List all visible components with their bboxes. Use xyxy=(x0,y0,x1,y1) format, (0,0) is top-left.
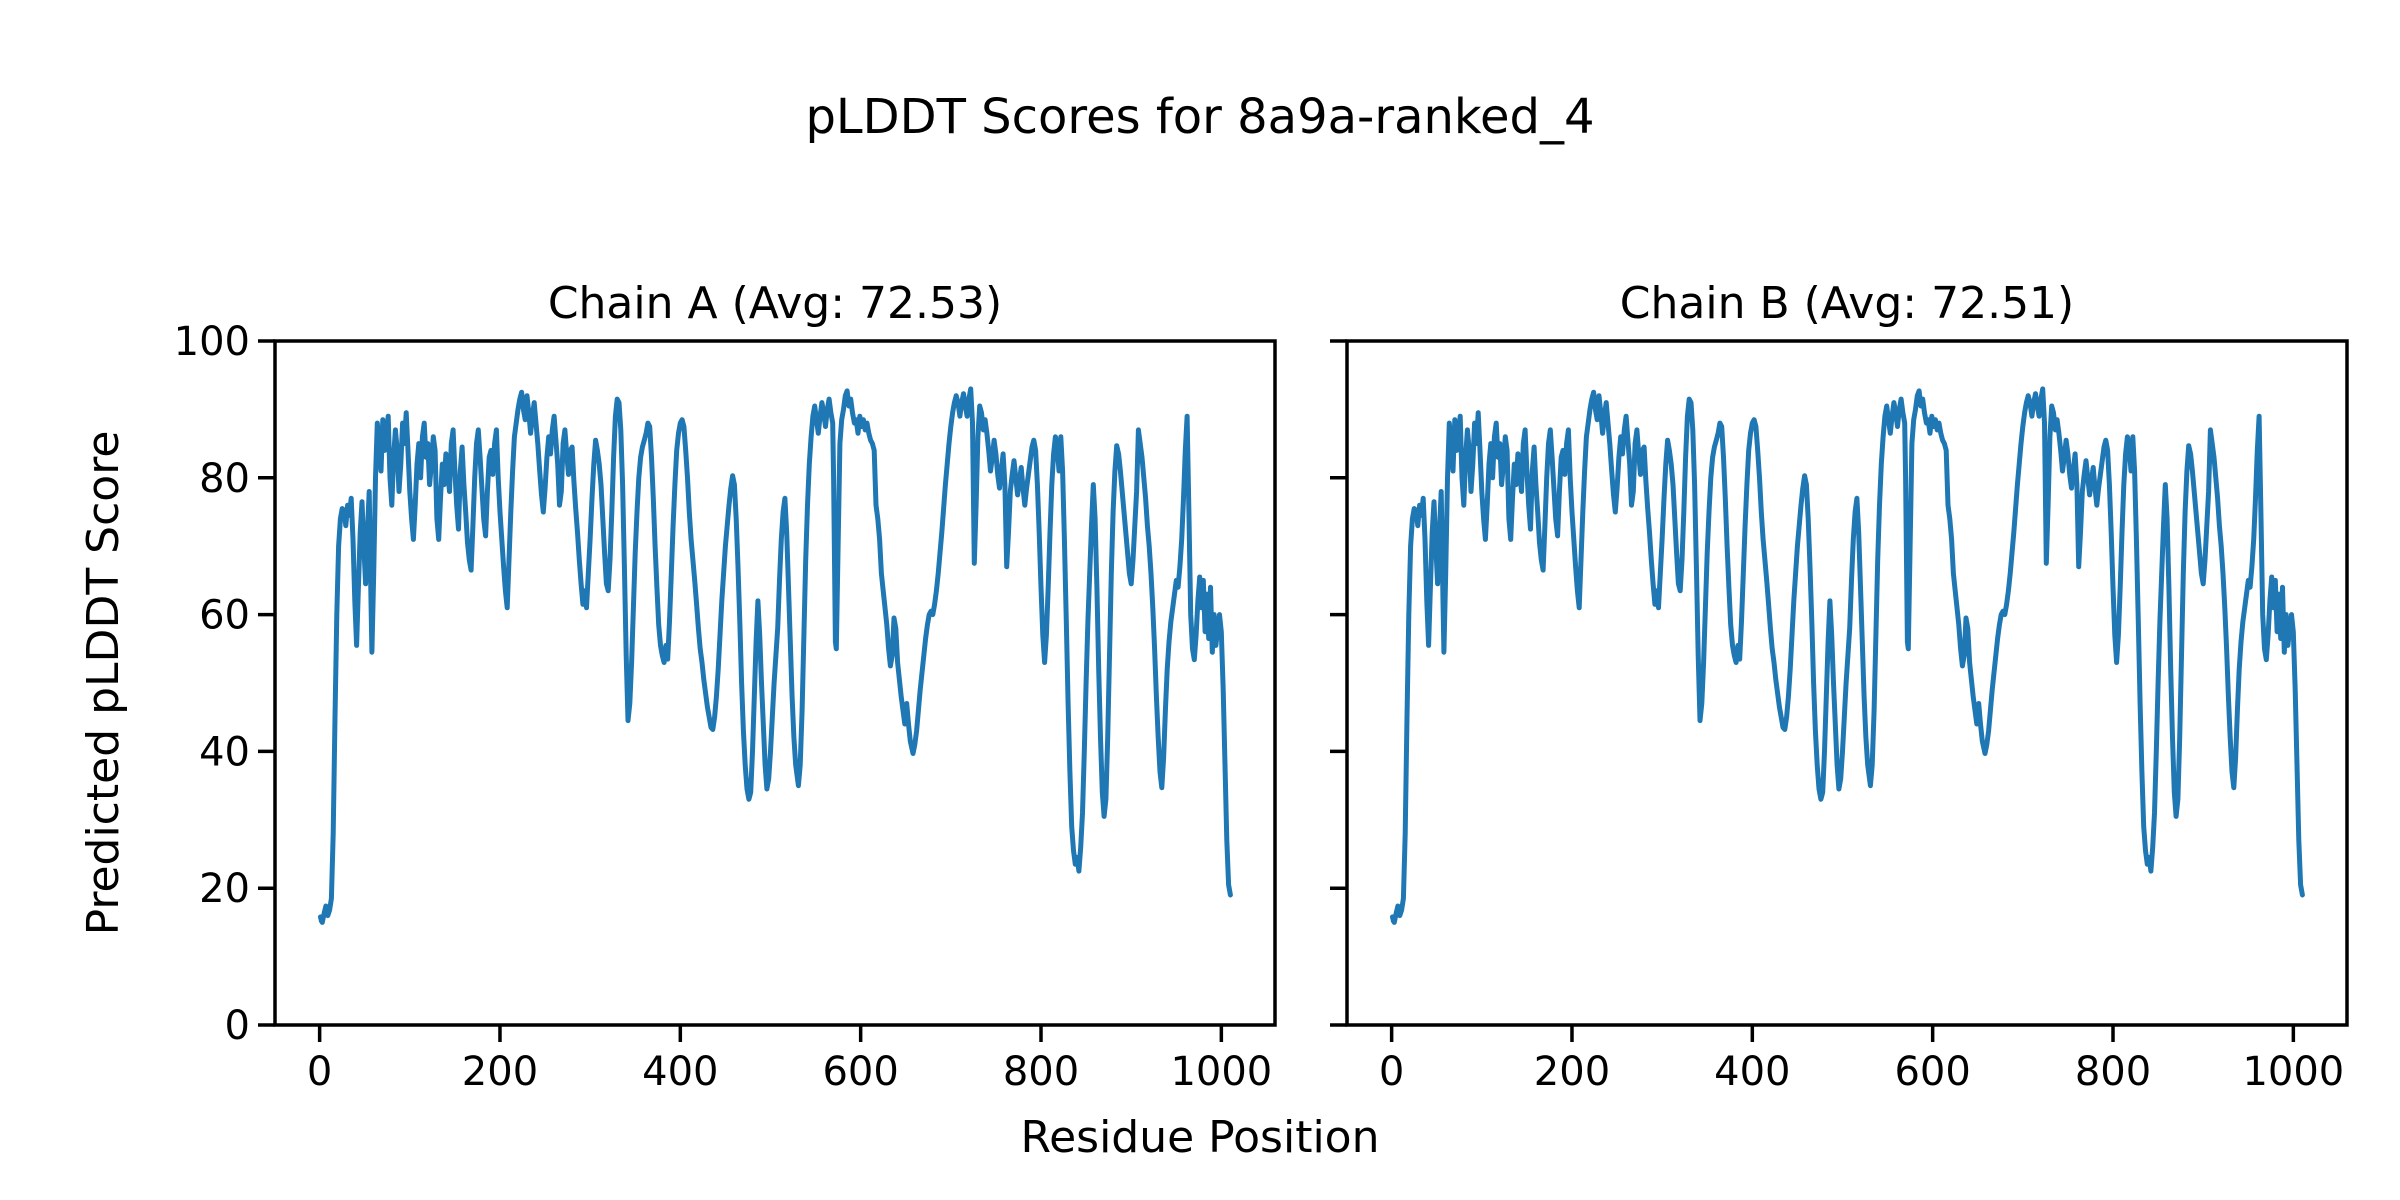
subplot-a-title: Chain A (Avg: 72.53) xyxy=(548,278,1002,329)
y-tick-label: 80 xyxy=(199,456,250,502)
subplot-chain-b: Chain B (Avg: 72.51) 0 200 400 600 800 1000 xyxy=(1330,278,2349,1095)
x-tick-label: 800 xyxy=(1003,1049,1079,1095)
x-tick-label: 800 xyxy=(2075,1049,2151,1095)
x-tick-label: 600 xyxy=(1894,1049,1970,1095)
subplot-a-axes: 0 200 400 600 800 1000 0 20 40 60 80 100 xyxy=(174,319,1277,1095)
axes-frame xyxy=(1345,339,2349,1027)
y-tick-label: 40 xyxy=(199,729,250,775)
plddt-line-chain-b xyxy=(1390,386,2305,925)
plddt-line-chain-a xyxy=(318,386,1233,925)
subplot-b-title: Chain B (Avg: 72.51) xyxy=(1620,278,2074,329)
x-tick-label: 0 xyxy=(307,1049,332,1095)
x-tick-label: 0 xyxy=(1379,1049,1404,1095)
x-tick-label: 1000 xyxy=(1170,1049,1272,1095)
x-tick-label: 1000 xyxy=(2242,1049,2344,1095)
x-tick-label: 200 xyxy=(1534,1049,1610,1095)
y-tick-label: 20 xyxy=(199,866,250,912)
y-axis-label: Predicted pLDDT Score xyxy=(78,431,129,936)
x-tick-label: 400 xyxy=(642,1049,718,1095)
subplot-chain-a: Chain A (Avg: 72.53) 0 200 400 600 800 1000 0 2… xyxy=(174,278,1277,1095)
figure-title: pLDDT Scores for 8a9a-ranked_4 xyxy=(805,89,1594,145)
x-tick-label: 600 xyxy=(822,1049,898,1095)
subplot-b-axes: 0 200 400 600 800 1000 xyxy=(1330,339,2349,1095)
x-tick-label: 400 xyxy=(1714,1049,1790,1095)
y-tick-label: 0 xyxy=(225,1003,250,1049)
x-axis-label: Residue Position xyxy=(1020,1112,1379,1163)
axes-frame xyxy=(273,339,1277,1027)
y-tick-label: 60 xyxy=(199,593,250,639)
y-tick-label: 100 xyxy=(174,319,250,365)
x-tick-label: 200 xyxy=(462,1049,538,1095)
